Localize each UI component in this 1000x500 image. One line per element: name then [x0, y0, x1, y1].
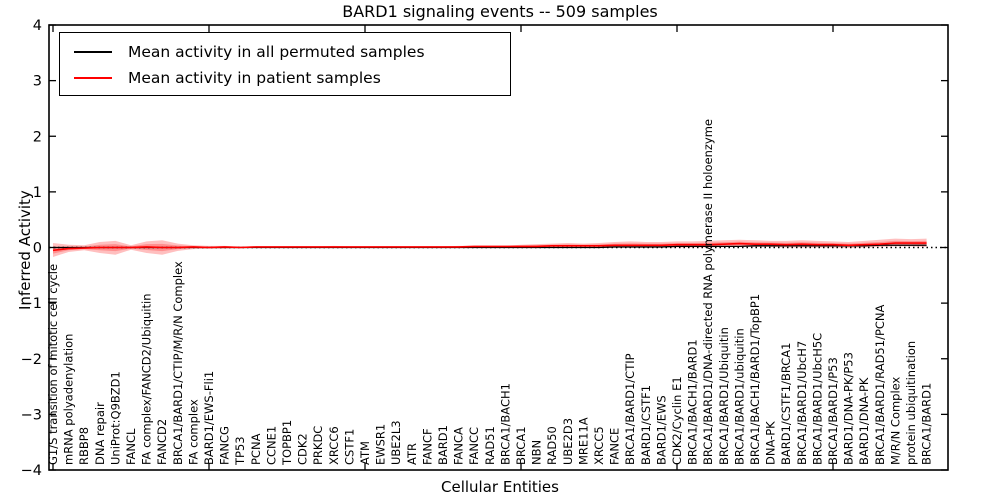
y-tick-label: 3 — [33, 74, 42, 90]
series-lines — [52, 242, 927, 252]
entity-label: FANCC — [467, 427, 481, 465]
entity-label: ATR — [405, 443, 419, 465]
entity-label: DNA-PK — [764, 421, 778, 465]
chart-title: BARD1 signaling events -- 509 samples — [342, 2, 658, 21]
entity-label: BRCA1/BACH1/BARD1/TopBP1 — [748, 294, 762, 465]
entity-label: BRCA1/BARD1/UbcH5C — [810, 333, 824, 465]
x-axis-label: Cellular Entities — [441, 478, 559, 496]
entity-label: BARD1/DNA-PK/P53 — [842, 352, 856, 465]
legend-label-permuted: Mean activity in all permuted samples — [128, 43, 425, 61]
entity-label: BARD1/CSTF1/BRCA1 — [779, 343, 793, 465]
entity-label: BARD1/EWS-Fli1 — [202, 371, 216, 465]
legend-label-patient: Mean activity in patient samples — [128, 69, 381, 87]
entity-label: TP53 — [233, 436, 247, 466]
entity-label: FA complex/FANCD2/Ubiquitin — [140, 294, 154, 465]
y-tick-label: −3 — [21, 407, 42, 423]
entity-label: BRCA1/BARD1/CTIP/M/R/N Complex — [171, 261, 185, 465]
entity-label: XRCC6 — [327, 426, 341, 465]
entity-label: BRCA1 — [514, 426, 528, 465]
legend-line-permuted-icon — [74, 51, 112, 53]
entity-label: BARD1/CSTF1 — [639, 385, 653, 465]
entity-label: BRCA1/BARD1/DNA-directed RNA polymerase … — [701, 119, 715, 465]
entity-label: ATM — [358, 441, 372, 465]
entity-label: BRCA1/BARD1/ubiquitin — [732, 328, 746, 465]
entity-label: FA complex — [186, 399, 200, 465]
entity-label: FANCE — [608, 428, 622, 465]
entity-label: BRCA1/BARD1/P53 — [826, 357, 840, 465]
entity-label: BRCA1/BACH1 — [498, 383, 512, 465]
entity-label: BRCA1/BACH1/BARD1 — [686, 339, 700, 465]
legend-line-patient-icon — [74, 77, 112, 79]
entity-label: FANCG — [218, 426, 232, 465]
entity-label: BRCA1/BARD1/Ubiquitin — [717, 327, 731, 465]
entity-label: BRCA1/BARD1/UbcH7 — [795, 341, 809, 465]
entity-label: RAD50 — [545, 426, 559, 465]
y-tick-label: 1 — [33, 185, 42, 201]
entity-label: XRCC5 — [592, 426, 606, 465]
entity-label: PCNA — [249, 433, 263, 465]
entity-label: CCNE1 — [264, 426, 278, 465]
entity-label: CSTF1 — [342, 429, 356, 465]
entity-label: protein ubiquitination — [904, 341, 918, 465]
y-tick-label: 4 — [33, 18, 42, 34]
entity-label: FANCD2 — [155, 419, 169, 465]
x-entity-labels: G1/S transition of mitotic cell cycle mRN… — [46, 119, 934, 466]
entity-label: RAD51 — [483, 426, 497, 465]
entity-label: G1/S transition of mitotic cell cycle — [46, 264, 60, 465]
entity-label: PRKDC — [311, 426, 325, 465]
y-tick-label: −1 — [21, 296, 42, 312]
entity-label: MRE11A — [576, 417, 590, 465]
entity-label: FANCA — [452, 427, 466, 465]
entity-label: BRCA1/BARD1 — [920, 383, 934, 465]
legend: Mean activity in all permuted samples Me… — [59, 32, 511, 96]
entity-label: EWSR1 — [374, 424, 388, 465]
entity-label: FANCL — [124, 428, 138, 465]
entity-label: BARD1/DNA-PK — [857, 377, 871, 465]
entity-label: NBN — [530, 440, 544, 465]
entity-label: CDK2/Cyclin E1 — [670, 376, 684, 465]
y-axis-label: Inferred Activity — [16, 190, 34, 310]
entity-label: CDK2 — [296, 433, 310, 465]
entity-label: DNA repair — [93, 402, 107, 465]
legend-entry-patient: Mean activity in patient samples — [60, 65, 510, 91]
entity-label: BARD1/EWS — [654, 395, 668, 465]
entity-label: mRNA polyadenylation — [62, 334, 76, 465]
y-tick-label: −4 — [21, 463, 42, 479]
entity-label: UBE2L3 — [389, 420, 403, 465]
y-tick-label: 0 — [33, 241, 42, 257]
entity-label: UBE2D3 — [561, 418, 575, 465]
entity-label: BRCA1/BARD1/RAD51/PCNA — [873, 304, 887, 465]
entity-label: BARD1 — [436, 425, 450, 465]
entity-label: TOPBP1 — [280, 420, 294, 466]
entity-label: UniProt:Q9BZD1 — [108, 371, 122, 465]
entity-label: FANCF — [420, 428, 434, 465]
y-tick-label: 2 — [33, 129, 42, 145]
entity-label: BRCA1/BARD1/CTIP — [623, 353, 637, 465]
entity-label: RBBP8 — [77, 427, 91, 465]
axis-ticks: −4 −3 −2 −1 0 1 2 3 4 — [21, 18, 948, 479]
entity-label: M/R/N Complex — [888, 376, 902, 465]
y-tick-label: −2 — [21, 352, 42, 368]
legend-entry-permuted: Mean activity in all permuted samples — [60, 39, 510, 65]
